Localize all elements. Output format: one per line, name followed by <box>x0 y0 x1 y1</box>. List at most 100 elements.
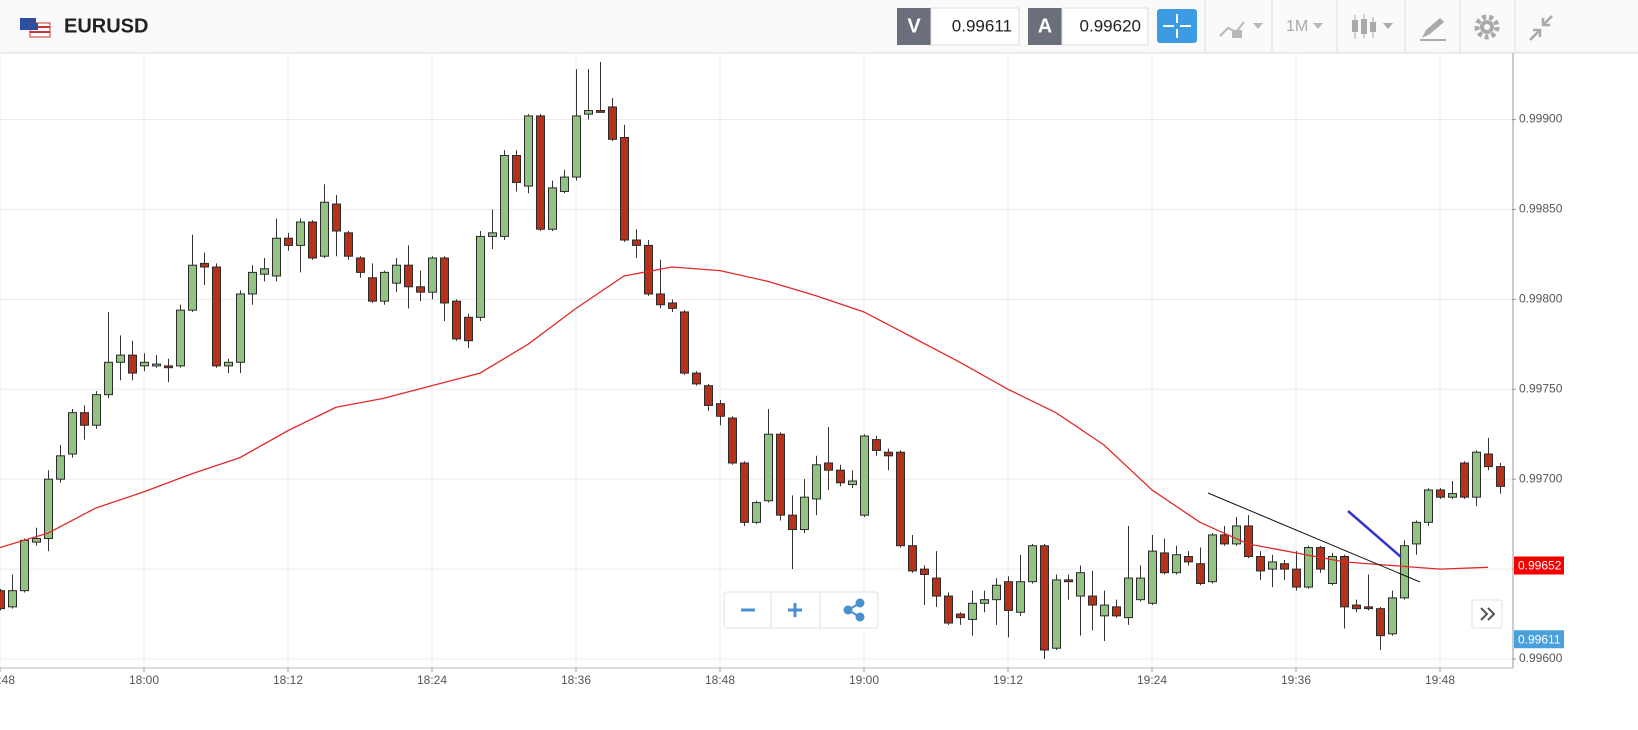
candle-body <box>80 412 89 426</box>
candle-body <box>308 221 317 259</box>
candle-body <box>560 176 569 192</box>
candle-body <box>740 462 749 523</box>
candle-body <box>248 271 257 295</box>
candle-body <box>1088 595 1097 606</box>
candle-body <box>512 155 521 183</box>
y-tick-label: 0.99700 <box>1519 471 1563 485</box>
y-tick-label: 0.99900 <box>1519 112 1563 126</box>
flag-icon <box>20 18 51 38</box>
candle-body <box>1460 462 1469 498</box>
candle-body <box>572 115 581 178</box>
candle-body <box>968 602 977 620</box>
candle-body <box>680 311 689 374</box>
candle-body <box>404 264 413 288</box>
candle-body <box>488 232 497 237</box>
candle-body <box>1028 545 1037 583</box>
candle-body <box>896 451 905 547</box>
candle-body <box>656 293 665 306</box>
y-tick-label: 0.99850 <box>1519 202 1563 216</box>
candle-style-button[interactable] <box>1352 14 1393 39</box>
symbol: EURUSD <box>64 15 148 37</box>
header-bar <box>0 0 1638 53</box>
ask-button[interactable] <box>1028 8 1062 45</box>
x-tick-label: 18:24 <box>417 673 447 687</box>
price-marker <box>1514 630 1564 649</box>
candle-body <box>788 514 797 531</box>
scroll-right-button[interactable] <box>1471 599 1503 629</box>
candle-body <box>140 361 149 367</box>
candle-body <box>1064 579 1073 583</box>
price-marker-label: 0.99611 <box>1518 632 1561 646</box>
chart-type-button[interactable] <box>1219 21 1263 38</box>
candle-body <box>32 538 41 543</box>
candle-body <box>92 394 101 426</box>
candle-body <box>812 464 821 500</box>
candle-body <box>0 590 5 610</box>
interval-button[interactable]: 1M <box>1286 18 1323 35</box>
candle-body <box>920 568 929 575</box>
candle-body <box>236 293 245 363</box>
candle-body <box>1412 521 1421 545</box>
candle-body <box>104 361 113 396</box>
collapse-button[interactable] <box>1529 15 1553 41</box>
x-tick-label: 18:00 <box>129 673 159 687</box>
candle-body <box>1376 608 1385 637</box>
candle-body <box>1112 606 1121 617</box>
candle-body <box>620 137 629 241</box>
candle-body <box>644 244 653 295</box>
candle-body <box>380 271 389 302</box>
candle-body <box>188 264 197 311</box>
y-tick-label: 0.99600 <box>1519 651 1563 665</box>
x-tick-label: 19:48 <box>1425 673 1455 687</box>
candle-body <box>476 235 485 318</box>
x-tick-label: 17:48 <box>0 673 15 687</box>
candle-body <box>1172 554 1181 574</box>
candle-body <box>716 403 725 417</box>
crosshair-button[interactable] <box>1157 9 1197 43</box>
candle-body <box>200 262 209 268</box>
candle-body <box>452 300 461 340</box>
ask-label: A <box>1038 15 1052 37</box>
candle-body <box>836 469 845 484</box>
moving-average-line <box>0 266 1489 570</box>
price-marker <box>1514 556 1564 575</box>
candle-body <box>1400 545 1409 599</box>
settings-button[interactable] <box>1474 14 1500 40</box>
candle-body <box>884 451 893 457</box>
candle-body <box>548 187 557 230</box>
candle-body <box>752 502 761 523</box>
bid-button[interactable] <box>897 8 931 45</box>
x-tick-label: 18:48 <box>705 673 735 687</box>
candle-body <box>764 433 773 502</box>
candle-body <box>272 237 281 277</box>
candle-body <box>1484 453 1493 468</box>
candle-body <box>20 539 29 592</box>
draw-tool-button[interactable] <box>1420 18 1446 41</box>
y-tick-label: 0.99800 <box>1519 292 1563 306</box>
candle-body <box>1472 451 1481 498</box>
candle-body <box>800 496 809 531</box>
x-tick-label: 19:24 <box>1137 673 1167 687</box>
trend-line-blue <box>1347 510 1402 558</box>
candle-body <box>1220 534 1229 545</box>
candle-body <box>728 417 737 464</box>
candle-body <box>944 595 953 624</box>
candle-body <box>368 277 377 302</box>
candle-body <box>1448 493 1457 498</box>
candle-body <box>8 590 17 608</box>
candle-body <box>824 462 833 471</box>
candle-body <box>1076 572 1085 597</box>
candle-body <box>212 266 221 367</box>
zoom-in-button[interactable] <box>788 603 802 617</box>
candle-body <box>932 577 941 597</box>
candle-body <box>116 354 125 363</box>
candle-body <box>344 232 353 257</box>
share-button[interactable] <box>843 598 865 622</box>
candle-body <box>632 239 641 246</box>
candle-body <box>848 480 857 486</box>
candle-body <box>224 361 233 367</box>
candle-body <box>128 354 137 374</box>
candle-body <box>356 257 365 273</box>
candle-body <box>524 115 533 187</box>
candle-body <box>1232 525 1241 545</box>
